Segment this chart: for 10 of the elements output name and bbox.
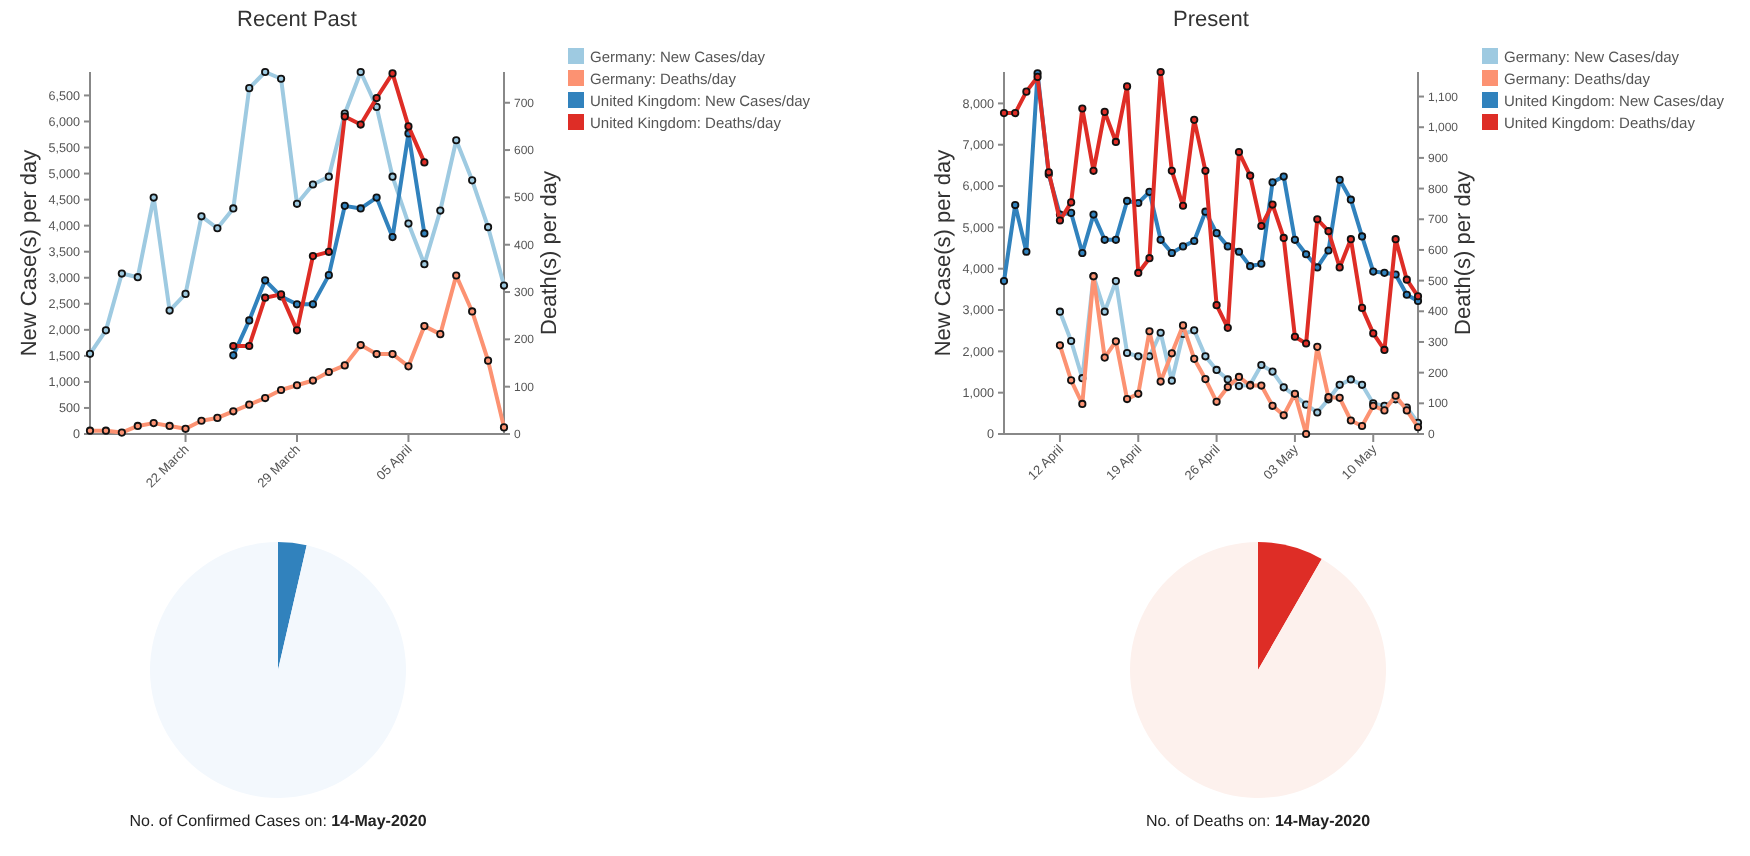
y2-axis-title: Death(s) per day	[538, 170, 562, 335]
text: 14-May-2020	[1270, 812, 1372, 830]
text: No. of Deaths on:	[1145, 812, 1271, 830]
text: No. of Confirmed Cases on:	[129, 812, 327, 830]
y-axis-title: New Case(s) per day	[18, 148, 42, 357]
text: 14-May-2020	[326, 812, 428, 830]
y-axis-title: New Case(s) per day	[932, 148, 956, 357]
y2-axis-title: Death(s) per day	[1452, 170, 1476, 335]
chart-title: Present	[1173, 8, 1249, 32]
chart-title: Recent Past	[237, 8, 357, 32]
